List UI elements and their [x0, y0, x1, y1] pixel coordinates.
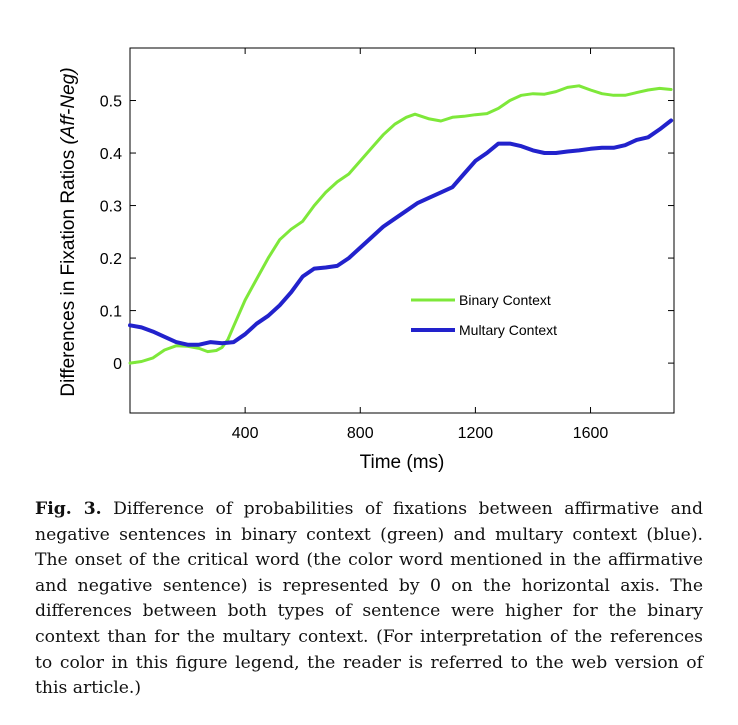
y-tick-label: 0.5 — [100, 94, 122, 111]
y-axis-label-italic: (Aff-Neg) — [58, 67, 79, 144]
figure-caption: Fig. 3. Difference of probabilities of f… — [35, 497, 703, 702]
x-tick-label: 800 — [347, 425, 374, 442]
plot-frame — [129, 47, 675, 414]
y-tick-label: 0 — [113, 356, 122, 373]
x-tick-label: 1200 — [458, 425, 494, 442]
y-tick-label: 0.1 — [100, 304, 122, 321]
y-axis-label-main: Differences in Fixation Ratios — [58, 145, 79, 397]
caption-label: Fig. 3. — [35, 499, 102, 519]
y-tick-label: 0.2 — [100, 251, 122, 268]
y-tick-label: 0.4 — [100, 146, 122, 163]
caption-text: Difference of probabilities of fixations… — [35, 499, 703, 699]
series-layer — [128, 84, 674, 365]
legend: Binary Context Multary Context — [411, 292, 557, 338]
x-axis-label: Time (ms) — [360, 452, 445, 473]
y-axis-label: Differences in Fixation Ratios (Aff-Neg) — [58, 67, 79, 396]
y-tick-label: 0.3 — [100, 199, 122, 216]
legend-label-1: Binary Context — [459, 292, 551, 308]
x-tick-label: 1600 — [573, 425, 609, 442]
axis-ticks: 400 800 1200 1600 0 0.1 0.2 0.3 0.4 0.5 — [100, 48, 674, 442]
legend-label-2: Multary Context — [459, 322, 557, 338]
series-line-1 — [128, 84, 673, 365]
x-tick-label: 400 — [232, 425, 259, 442]
chart: 400 800 1200 1600 0 0.1 0.2 0.3 0.4 0.5 Binary Co… — [58, 47, 675, 473]
series-line-2 — [128, 118, 674, 347]
